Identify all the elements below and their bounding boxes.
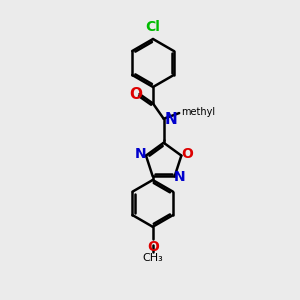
Text: O: O bbox=[147, 240, 159, 254]
Text: N: N bbox=[135, 147, 146, 161]
Text: N: N bbox=[165, 112, 178, 127]
Text: O: O bbox=[129, 86, 142, 101]
Text: CH₃: CH₃ bbox=[142, 254, 163, 263]
Text: N: N bbox=[174, 170, 185, 184]
Text: Cl: Cl bbox=[146, 20, 160, 34]
Text: O: O bbox=[181, 147, 193, 161]
Text: methyl: methyl bbox=[181, 107, 215, 118]
